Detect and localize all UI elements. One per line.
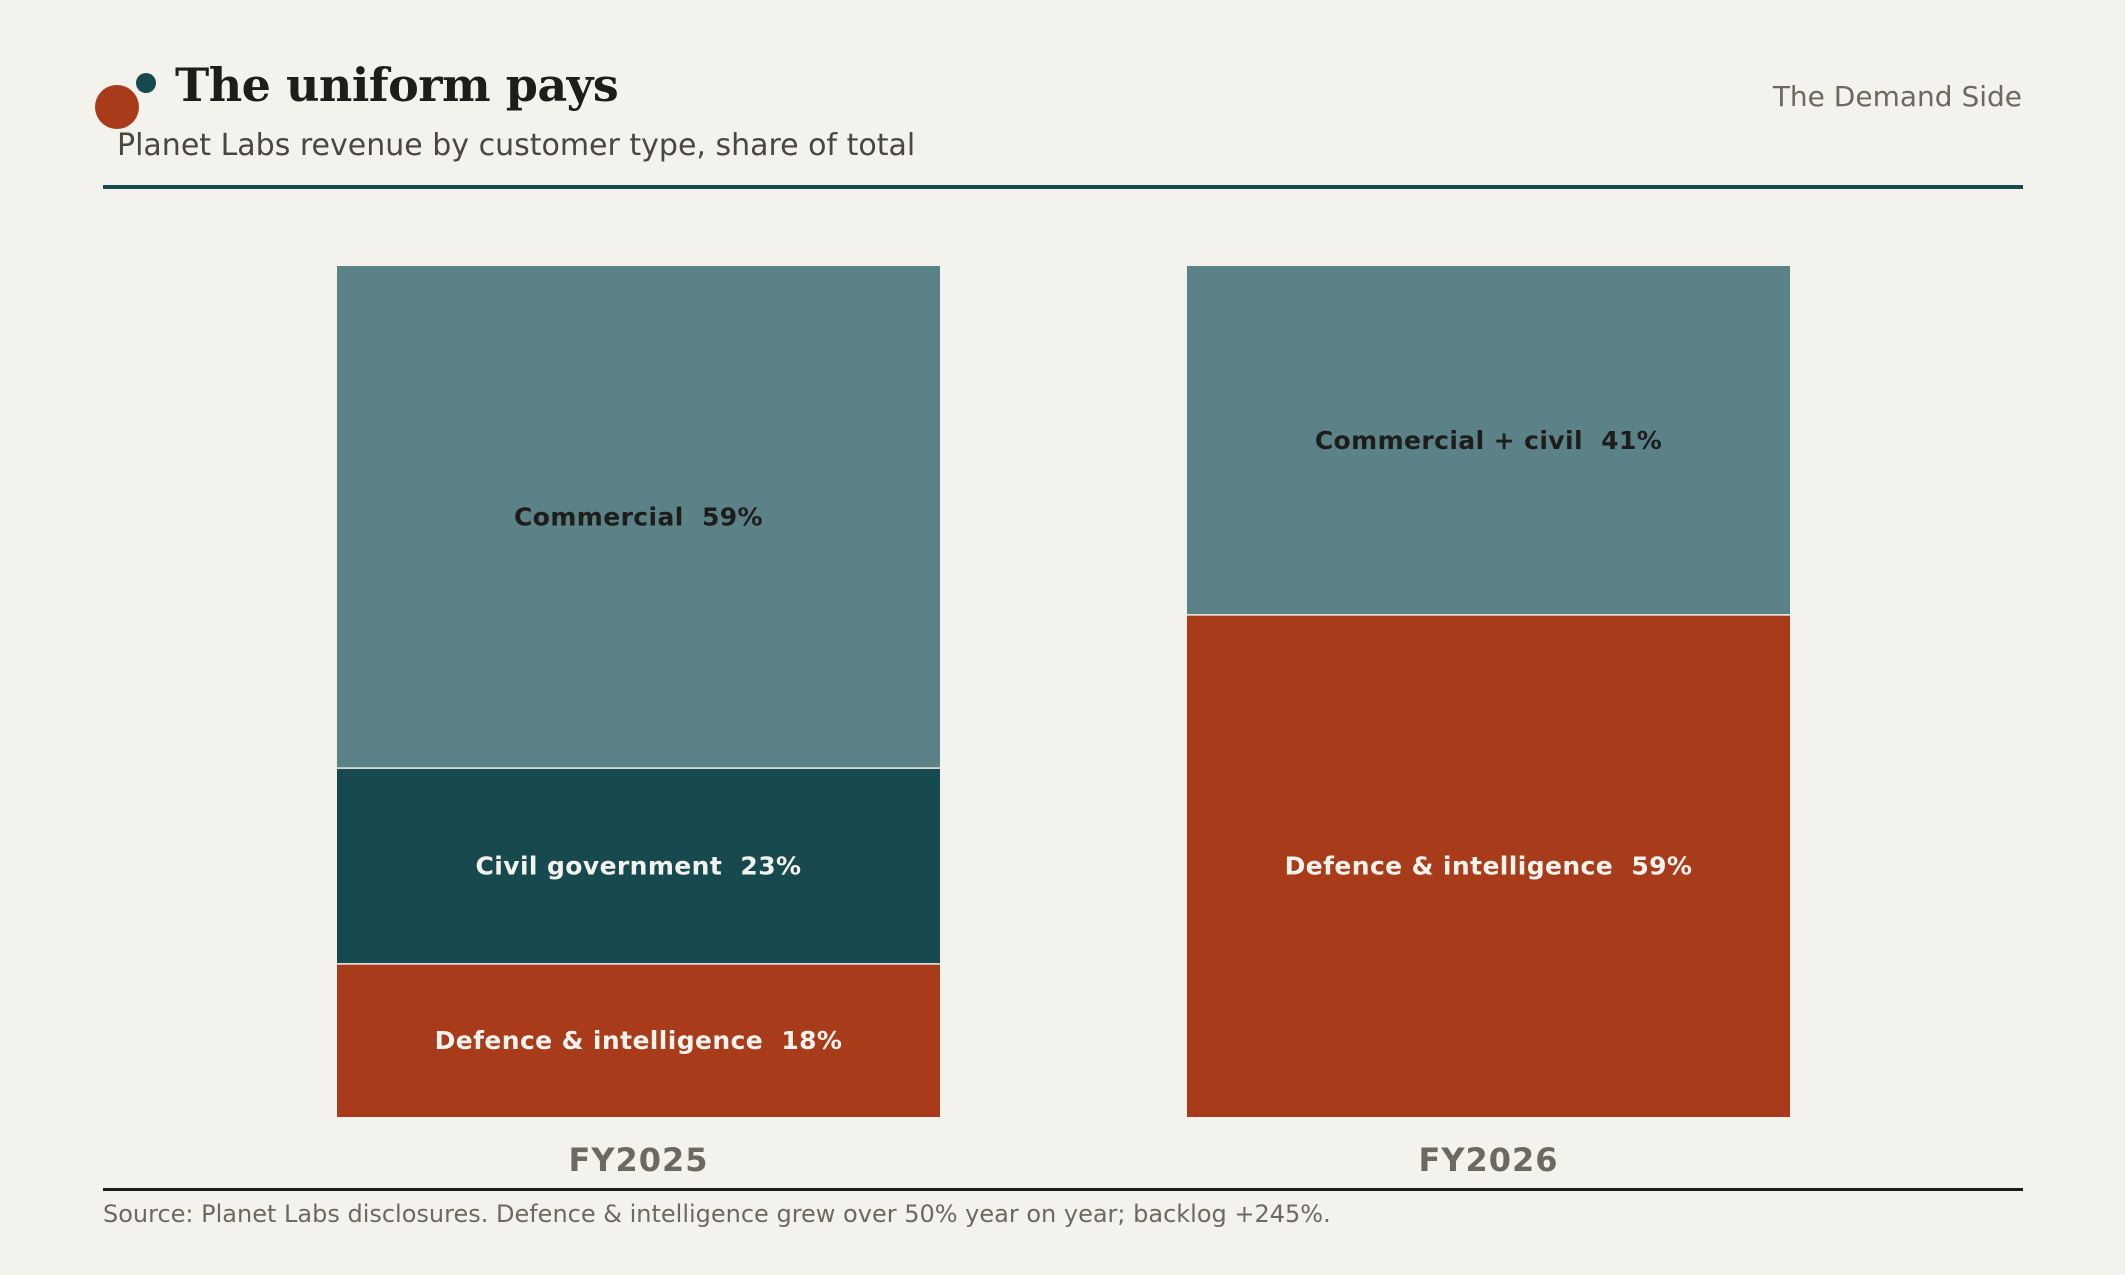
segment-label: Defence & intelligence 18% [435, 1026, 843, 1055]
segment-label: Civil government 23% [476, 851, 802, 880]
header-divider [103, 185, 2023, 189]
chart-subtitle: Planet Labs revenue by customer type, sh… [117, 128, 916, 163]
publication-name: The Demand Side [1772, 80, 2022, 113]
logo-dot-large [95, 85, 139, 129]
segment-label: Commercial + civil 41% [1315, 426, 1662, 455]
bar-segment [337, 266, 940, 769]
category-label: FY2026 [1418, 1141, 1558, 1179]
chart-title: The uniform pays [175, 58, 619, 112]
category-label: FY2025 [568, 1141, 708, 1179]
segment-label: Commercial 59% [514, 503, 763, 532]
brand-logo-icon [95, 70, 165, 132]
bar-segment [337, 963, 940, 1117]
logo-dot-small [136, 73, 156, 93]
segment-label: Defence & intelligence 59% [1285, 851, 1693, 880]
source-note: Source: Planet Labs disclosures. Defence… [103, 1200, 1331, 1228]
bar-segment [337, 768, 940, 964]
bar-segment [1187, 614, 1790, 1117]
footer-divider [103, 1188, 2023, 1191]
bar-segment [1187, 266, 1790, 615]
